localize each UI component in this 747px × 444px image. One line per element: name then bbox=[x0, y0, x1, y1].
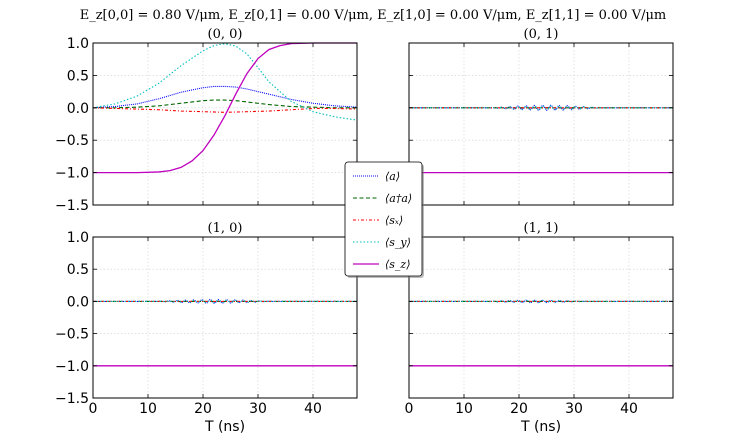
panel-0: (0, 0) 1.0 0.5 0.0 −0.5 −1.0 −1.5 bbox=[55, 27, 358, 214]
figure-title: E_z[0,0] = 0.80 V/μm, E_z[0,1] = 0.00 V/… bbox=[80, 8, 667, 23]
axes-frame bbox=[408, 236, 674, 399]
y-tick-label: 1.0 bbox=[67, 36, 89, 52]
y-tick-label: −1.0 bbox=[55, 359, 89, 375]
series-line-0 bbox=[92, 85, 358, 109]
series-line-3 bbox=[92, 43, 358, 121]
x-tick-label: 40 bbox=[620, 401, 638, 417]
y-tick-label: 0.0 bbox=[67, 101, 89, 117]
y-tick-label: −1.5 bbox=[55, 198, 89, 214]
x-tick-label: 0 bbox=[89, 401, 98, 417]
x-axis-label: T (ns) bbox=[520, 419, 561, 435]
y-tick-label: −1.5 bbox=[55, 391, 89, 407]
panel-1: (0, 1) bbox=[408, 27, 674, 206]
y-tick-label: −1.0 bbox=[55, 166, 89, 182]
x-axis-label: T (ns) bbox=[204, 419, 245, 435]
y-tick-label: 0.5 bbox=[67, 68, 89, 84]
panel-title: (1, 1) bbox=[524, 221, 559, 236]
series-line-3 bbox=[409, 105, 673, 111]
x-tick-label: 10 bbox=[455, 401, 473, 417]
legend-label: ⟨s_y⟩ bbox=[385, 236, 411, 249]
legend-box bbox=[344, 161, 423, 277]
panel-title: (0, 1) bbox=[524, 27, 559, 42]
axes-frame bbox=[92, 42, 358, 206]
panel-title: (1, 0) bbox=[208, 221, 243, 236]
series-line-1 bbox=[93, 99, 357, 109]
panel-title: (0, 0) bbox=[208, 27, 243, 42]
x-tick-label: 30 bbox=[565, 401, 583, 417]
y-tick-label: 0.5 bbox=[67, 262, 89, 278]
series-line-2 bbox=[92, 107, 358, 113]
legend: ⟨a⟩ ⟨a†a⟩ ⟨sₓ⟩ ⟨s_y⟩ ⟨s_z⟩ bbox=[344, 161, 424, 278]
x-tick-label: 40 bbox=[304, 401, 322, 417]
y-tick-label: −0.5 bbox=[55, 133, 89, 149]
panels: (0, 0) 1.0 0.5 0.0 −0.5 −1.0 −1.5 (0, 1) (1, 0) 1… bbox=[55, 27, 674, 435]
x-tick-label: 10 bbox=[139, 401, 157, 417]
axes-frame bbox=[92, 236, 358, 399]
y-tick-label: −0.5 bbox=[55, 327, 89, 343]
legend-label: ⟨sₓ⟩ bbox=[385, 214, 403, 227]
legend-label: ⟨s_z⟩ bbox=[385, 258, 411, 271]
x-tick-label: 20 bbox=[194, 401, 212, 417]
series-line-4 bbox=[93, 42, 357, 174]
legend-label: ⟨a†a⟩ bbox=[385, 192, 412, 205]
x-tick-label: 20 bbox=[510, 401, 528, 417]
legend-label: ⟨a⟩ bbox=[385, 170, 400, 183]
panel-3: (1, 1) 0 10 20 30 40 T (ns) bbox=[405, 221, 674, 435]
series-line-0 bbox=[93, 298, 357, 304]
y-tick-label: 1.0 bbox=[67, 230, 89, 246]
y-tick-label: 0.0 bbox=[67, 294, 89, 310]
panel-2: (1, 0) 1.0 0.5 0.0 −0.5 −1.0 −1.50 10 20 30 40 T (n… bbox=[55, 221, 358, 435]
axes-frame bbox=[408, 42, 674, 206]
x-tick-label: 0 bbox=[405, 401, 414, 417]
x-tick-label: 30 bbox=[249, 401, 267, 417]
